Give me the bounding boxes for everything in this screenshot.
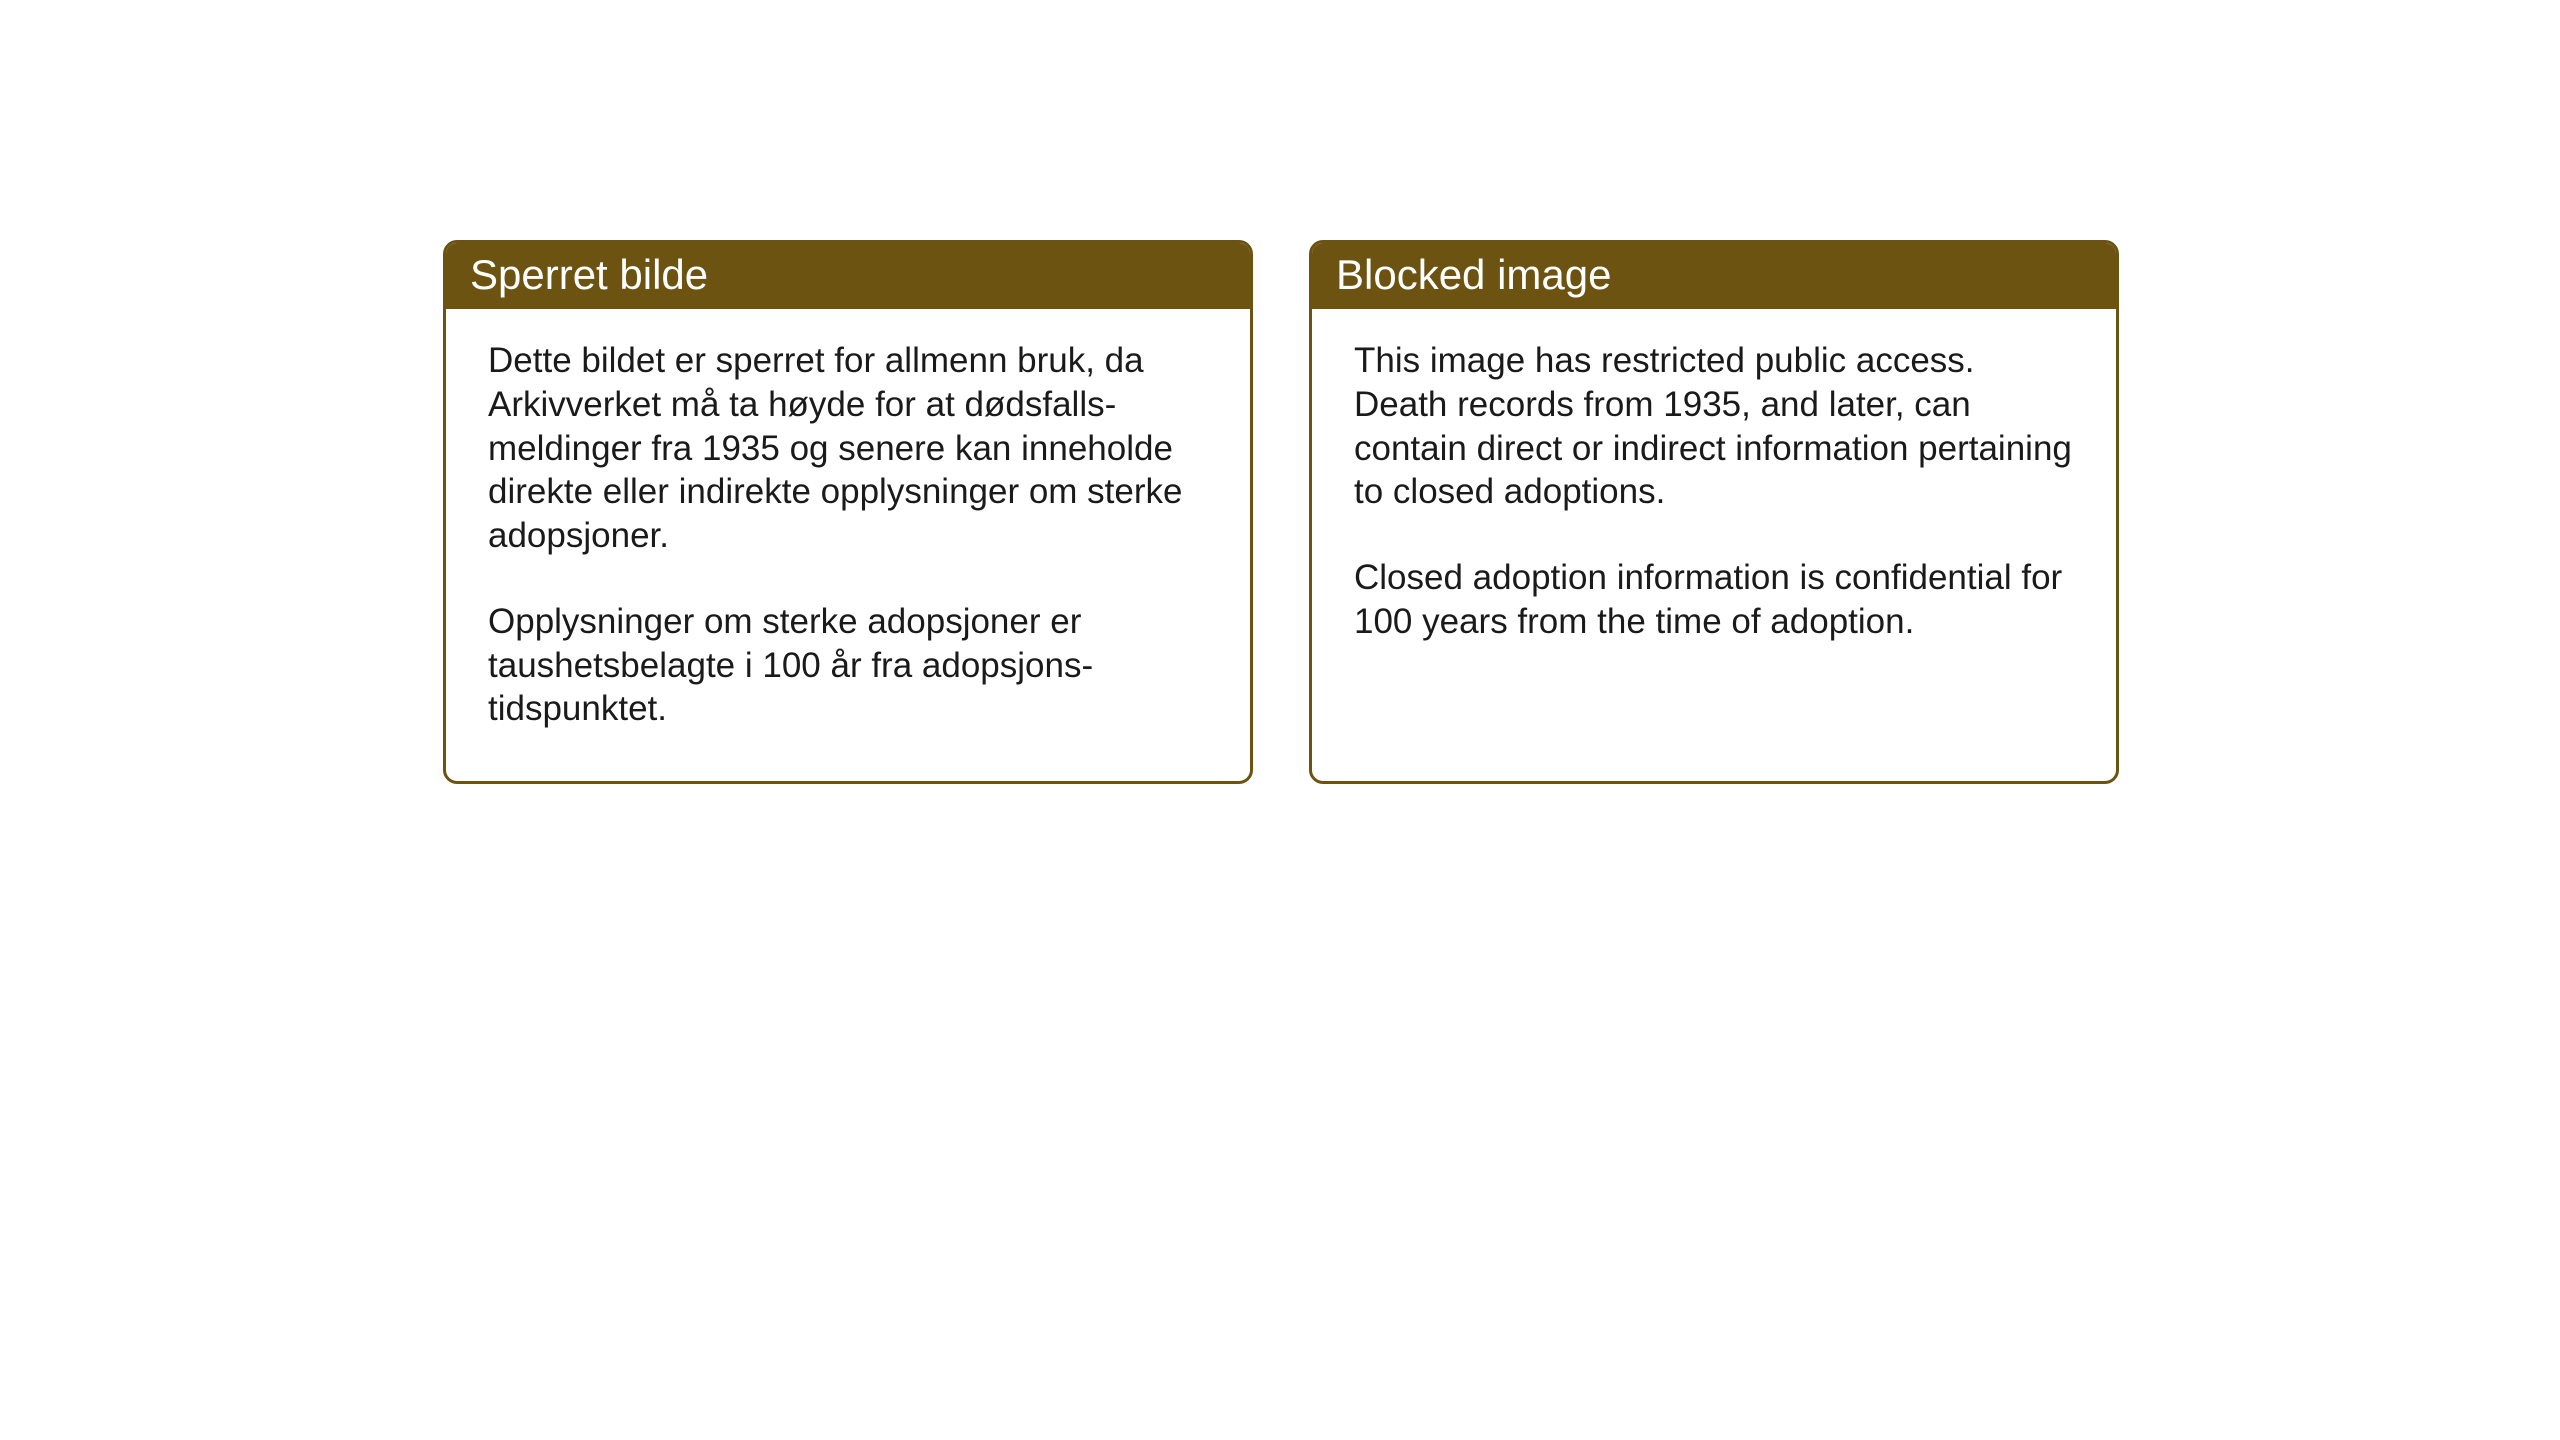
norwegian-card-body: Dette bildet er sperret for allmenn bruk… [446, 309, 1250, 781]
english-paragraph-1: This image has restricted public access.… [1354, 339, 2074, 514]
english-card-title: Blocked image [1312, 243, 2116, 309]
english-notice-card: Blocked image This image has restricted … [1309, 240, 2119, 784]
norwegian-paragraph-1: Dette bildet er sperret for allmenn bruk… [488, 339, 1208, 558]
norwegian-notice-card: Sperret bilde Dette bildet er sperret fo… [443, 240, 1253, 784]
norwegian-paragraph-2: Opplysninger om sterke adopsjoner er tau… [488, 600, 1208, 731]
english-card-body: This image has restricted public access.… [1312, 309, 2116, 694]
norwegian-card-title: Sperret bilde [446, 243, 1250, 309]
notice-cards-container: Sperret bilde Dette bildet er sperret fo… [443, 240, 2119, 784]
english-paragraph-2: Closed adoption information is confident… [1354, 556, 2074, 644]
